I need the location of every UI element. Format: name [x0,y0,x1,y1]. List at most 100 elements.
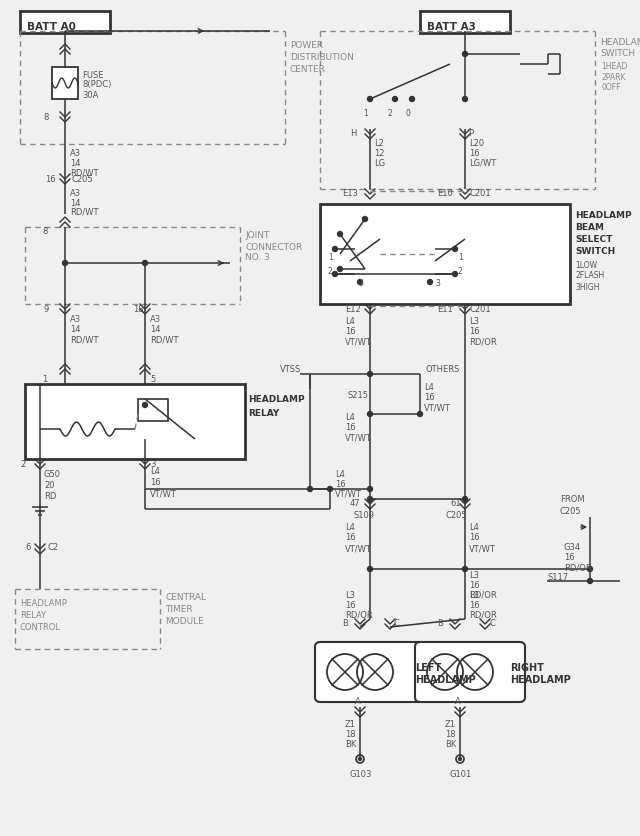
Text: BK: BK [345,740,356,748]
Text: L4: L4 [469,522,479,532]
Text: 3HIGH: 3HIGH [575,283,600,291]
Text: 6: 6 [25,543,30,552]
Text: Z1: Z1 [445,720,456,729]
Circle shape [367,487,372,492]
Circle shape [367,97,372,102]
Text: H: H [350,129,356,137]
Circle shape [367,372,372,377]
Text: 1: 1 [42,374,47,383]
Text: 16: 16 [345,327,356,336]
Text: L4: L4 [335,470,345,479]
Text: A3: A3 [70,188,81,197]
Circle shape [367,497,372,502]
Text: 2FLASH: 2FLASH [575,271,604,280]
Text: 18: 18 [445,730,456,739]
Text: A3: A3 [70,315,81,324]
Text: C: C [394,619,400,628]
Circle shape [463,497,467,502]
Circle shape [367,412,372,417]
Text: C2: C2 [48,543,59,552]
Text: VT/WT: VT/WT [345,337,372,346]
Text: RD/WT: RD/WT [70,207,99,217]
Circle shape [367,567,372,572]
Circle shape [333,273,337,278]
Circle shape [463,53,467,58]
Text: LEFT: LEFT [415,662,441,672]
Text: SELECT: SELECT [575,234,612,243]
Text: LG/WT: LG/WT [469,158,496,167]
Text: 8: 8 [43,112,49,121]
Text: FUSE: FUSE [82,70,104,79]
Text: BEAM: BEAM [575,222,604,232]
Text: BK: BK [445,740,456,748]
Circle shape [428,280,433,285]
Circle shape [362,217,367,222]
Circle shape [333,247,337,252]
Text: L4: L4 [424,383,434,392]
Text: SWITCH: SWITCH [575,247,615,255]
Text: HEADLAMP: HEADLAMP [415,674,476,684]
Text: L20: L20 [469,138,484,147]
Circle shape [392,97,397,102]
Text: 14: 14 [70,158,81,167]
Text: 16: 16 [335,480,346,489]
Text: A3: A3 [70,148,81,157]
Text: C205: C205 [560,506,582,515]
Text: RD/OR: RD/OR [469,589,497,599]
Text: E13: E13 [342,189,358,198]
Text: 20: 20 [44,481,54,490]
FancyBboxPatch shape [415,642,525,702]
Text: JOINT: JOINT [245,232,269,240]
Text: S215: S215 [348,390,369,399]
Text: 1HEAD: 1HEAD [601,61,627,70]
Text: 2: 2 [328,268,333,276]
Text: CENTRAL: CENTRAL [165,593,206,602]
Bar [138,400,168,421]
Text: VT/WT: VT/WT [469,544,496,553]
Text: HEADLAMP: HEADLAMP [575,210,632,219]
Text: 18: 18 [133,304,143,314]
Bar [20,12,110,34]
Circle shape [410,97,415,102]
Text: 16: 16 [150,478,161,487]
Text: C205: C205 [72,174,93,183]
Circle shape [143,403,147,408]
Text: NO. 3: NO. 3 [245,253,270,263]
Text: 14: 14 [70,198,81,207]
Circle shape [452,273,458,278]
Text: 16: 16 [469,533,479,542]
Bar [420,12,510,34]
Text: MODULE: MODULE [165,617,204,626]
Text: 8: 8 [42,227,47,237]
Text: TIMER: TIMER [165,604,193,614]
Text: HEADLAMP: HEADLAMP [600,38,640,47]
Circle shape [358,757,362,761]
Text: S109: S109 [353,510,374,519]
Text: L3: L3 [345,589,355,599]
Text: 3: 3 [150,460,156,469]
Text: CONNECTOR: CONNECTOR [245,242,302,251]
Text: B: B [342,619,348,628]
Text: L4: L4 [345,522,355,532]
Text: 3: 3 [358,278,363,287]
Text: E12: E12 [345,304,361,314]
Text: 14: 14 [150,325,161,334]
Circle shape [337,268,342,273]
Text: HEADLAMP: HEADLAMP [248,395,305,404]
Text: 14: 14 [70,325,81,334]
Text: G34: G34 [564,543,581,552]
Circle shape [358,280,362,285]
Text: 3: 3 [435,278,440,287]
Circle shape [337,232,342,237]
Text: E10: E10 [437,189,452,198]
Text: 16: 16 [469,580,479,589]
Text: 12: 12 [374,148,385,157]
Text: 1: 1 [458,253,463,263]
Text: 16: 16 [424,393,435,402]
Text: 0OFF: 0OFF [601,84,621,93]
Text: VT/WT: VT/WT [345,433,372,442]
Text: 47: 47 [350,499,360,508]
Text: VT/WT: VT/WT [345,544,372,553]
Text: C201: C201 [470,189,492,198]
Text: VTSS: VTSS [280,365,301,374]
